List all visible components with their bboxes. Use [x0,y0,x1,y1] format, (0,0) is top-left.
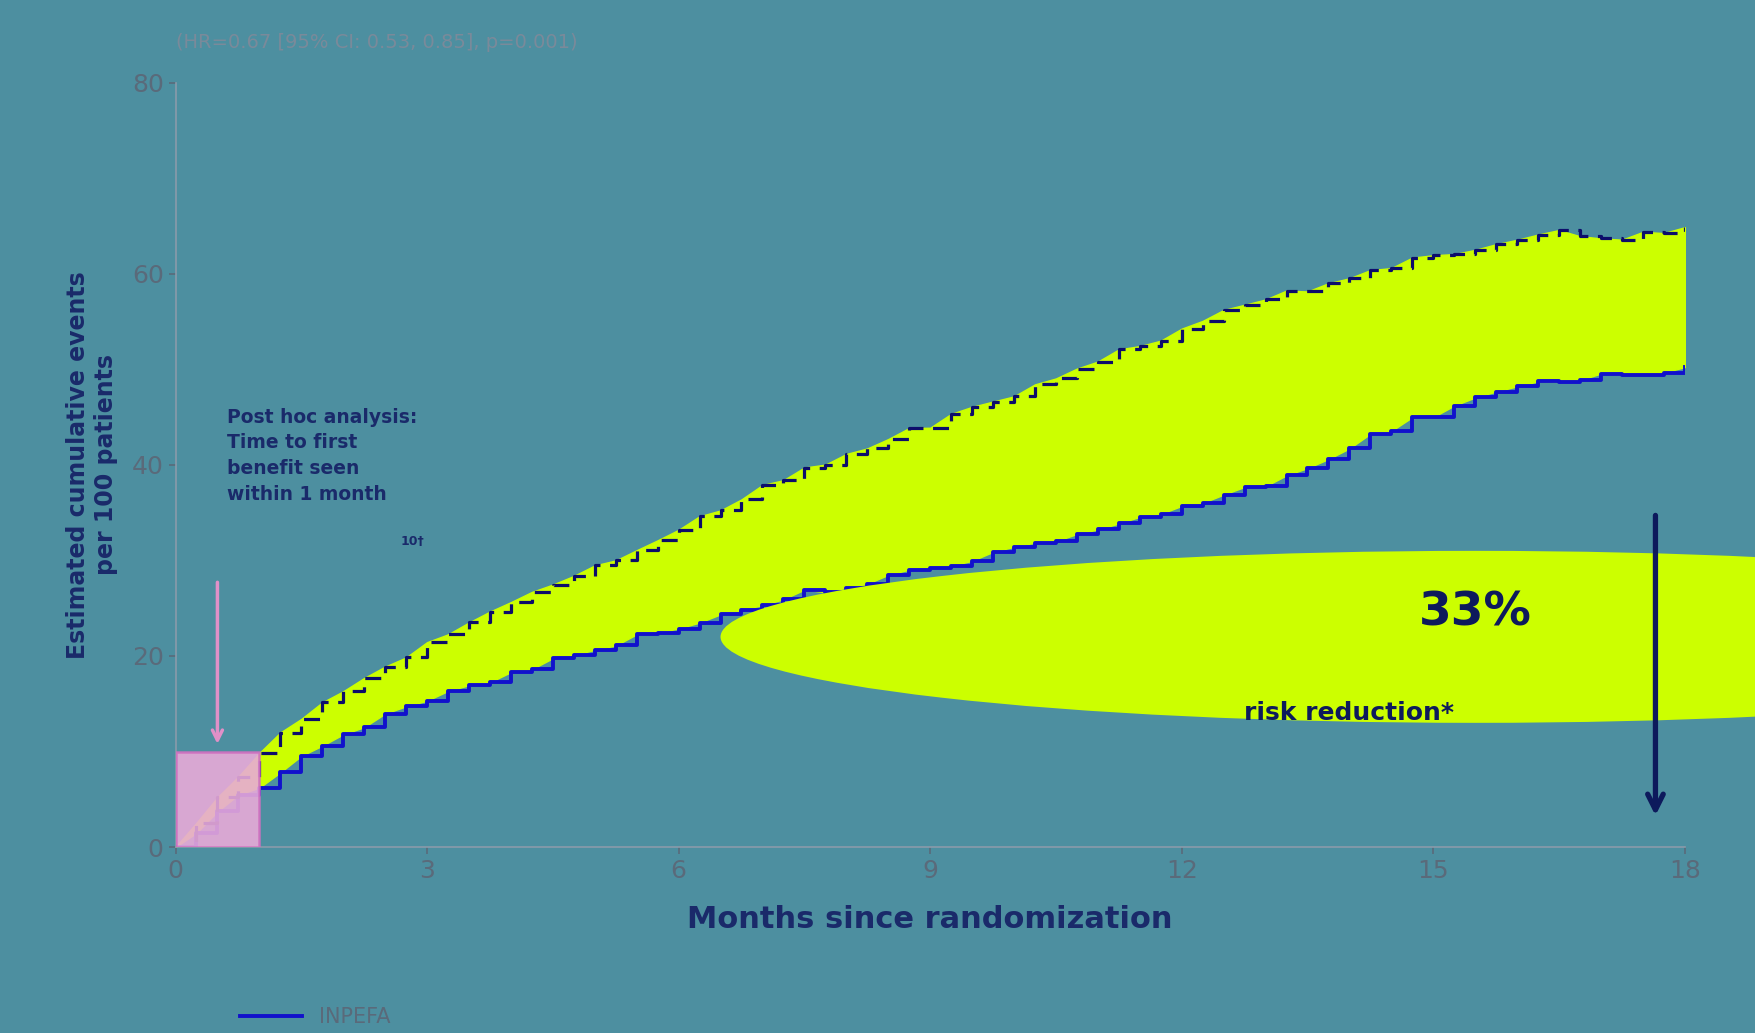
Placebo [500,596,521,608]
Line: Placebo: Placebo [176,227,1685,847]
Y-axis label: Estimated cumulative events
per 100 patients: Estimated cumulative events per 100 pati… [67,271,118,659]
INPEFA [1527,375,1548,387]
INPEFA [1423,411,1444,424]
X-axis label: Months since randomization: Months since randomization [688,905,1172,934]
Placebo [920,421,941,434]
INPEFA [1674,361,1695,373]
Placebo [165,841,186,853]
Text: 33%: 33% [1418,591,1532,635]
Placebo [1674,221,1695,233]
Line: INPEFA: INPEFA [176,367,1685,847]
Text: (HR=0.67 [95% CI: 0.53, 0.85], p=0.001): (HR=0.67 [95% CI: 0.53, 0.85], p=0.001) [176,33,577,52]
Placebo [1423,249,1444,261]
INPEFA [1465,392,1486,404]
Placebo [1465,244,1486,256]
INPEFA [669,622,690,634]
Text: Post hoc analysis:
Time to first
benefit seen
within 1 month: Post hoc analysis: Time to first benefit… [228,407,418,504]
Placebo [669,524,690,536]
Text: risk reduction*: risk reduction* [1244,701,1455,725]
INPEFA [165,841,186,853]
INPEFA [500,666,521,679]
Circle shape [721,551,1755,723]
INPEFA [920,562,941,574]
Legend: INPEFA, Placebo: INPEFA, Placebo [232,999,409,1033]
Bar [176,751,260,847]
Placebo [1527,228,1548,241]
Text: 10†: 10† [402,535,425,547]
